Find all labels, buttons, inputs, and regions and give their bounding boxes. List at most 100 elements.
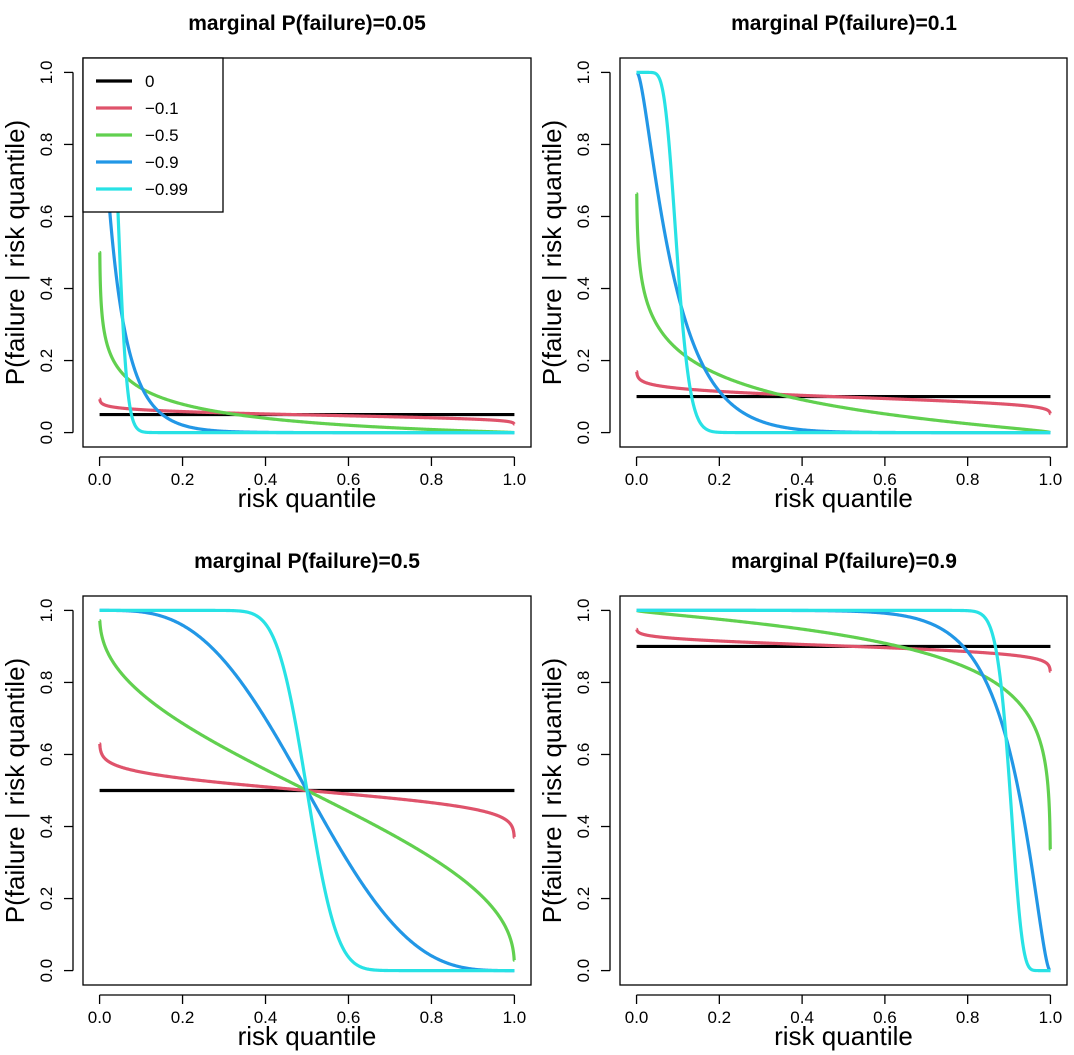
y-tick-label: 0.4: [37, 815, 56, 839]
x-tick-label: 0.6: [873, 470, 897, 489]
legend-item: −0.99: [96, 180, 188, 199]
x-tick-label: 0.0: [625, 1008, 649, 1027]
y-axis-label: P(failure | risk quantile): [537, 658, 567, 923]
y-tick-label: 0.6: [37, 205, 56, 229]
y-tick-label: 0.0: [574, 421, 593, 445]
x-tick-label: 0.6: [337, 1008, 361, 1027]
x-axis-label: risk quantile: [774, 1021, 913, 1051]
series-group: [634, 70, 1053, 435]
y-axis: 0.0 0.2 0.4 0.6 0.8 1.0 P(failure | risk quant…: [0, 599, 74, 983]
x-tick-label: 1.0: [503, 1008, 527, 1027]
y-tick-label: 0.4: [574, 277, 593, 301]
y-tick-label: 1.0: [37, 61, 56, 85]
x-axis-label: risk quantile: [238, 1021, 377, 1051]
x-tick-label: 0.2: [708, 470, 732, 489]
x-tick-label: 1.0: [1039, 1008, 1063, 1027]
panel-4: marginal P(failure)=0.9 0.0 0.2 0.4 0.6 0.8 1.…: [537, 550, 1068, 1051]
series-line-3: [634, 192, 1053, 435]
legend-item: −0.9: [96, 153, 179, 172]
plot-frame: [82, 595, 532, 986]
x-tick-label: 0.4: [790, 1008, 814, 1027]
y-tick-label: 0.8: [574, 133, 593, 157]
x-axis-label: risk quantile: [774, 483, 913, 513]
x-tick-label: 0.8: [956, 470, 980, 489]
series-line-5: [634, 70, 1053, 435]
series-line-4: [634, 608, 1053, 973]
series-line-2: [634, 627, 1053, 673]
legend-label: −0.99: [145, 180, 188, 199]
panel-title: marginal P(failure)=0.1: [731, 12, 957, 35]
legend: 0 −0.1 −0.5 −0.9 −0.99: [82, 57, 224, 213]
y-tick-label: 0.2: [574, 887, 593, 911]
series-line-5: [98, 70, 516, 435]
panel-2: marginal P(failure)=0.1 0.0 0.2 0.4 0.6 0.8 1.…: [537, 12, 1068, 513]
y-tick-label: 0.2: [37, 887, 56, 911]
y-tick-label: 0.6: [574, 743, 593, 767]
x-tick-label: 0.2: [171, 470, 195, 489]
series-line-5: [98, 608, 516, 973]
y-axis: 0.0 0.2 0.4 0.6 0.8 1.0 P(failure | risk quant…: [537, 599, 611, 983]
x-axis-label: risk quantile: [238, 483, 377, 513]
x-tick-label: 1.0: [1039, 470, 1063, 489]
x-axis: 0.0 0.2 0.4 0.6 0.8 1.0 risk quantile: [625, 994, 1063, 1051]
y-tick-label: 1.0: [574, 61, 593, 85]
x-axis: 0.0 0.2 0.4 0.6 0.8 1.0 risk quantile: [88, 994, 527, 1051]
y-tick-label: 0.0: [574, 959, 593, 983]
y-tick-label: 1.0: [574, 599, 593, 623]
panel-title: marginal P(failure)=0.05: [188, 12, 426, 35]
panel-title: marginal P(failure)=0.5: [194, 550, 420, 573]
y-tick-label: 0.2: [574, 349, 593, 373]
series-line-2: [98, 397, 516, 426]
legend-item: −0.1: [96, 99, 179, 118]
x-tick-label: 0.8: [420, 1008, 444, 1027]
legend-item: −0.5: [96, 126, 179, 145]
legend-item: 0: [96, 72, 154, 91]
plot-frame: [82, 57, 532, 448]
y-tick-label: 0.8: [37, 671, 56, 695]
panel-1: marginal P(failure)=0.05 0.0 0.2 0.4 0.6 0.8 1…: [0, 12, 532, 513]
y-axis: 0.0 0.2 0.4 0.6 0.8 1.0 P(failure | risk quant…: [537, 61, 611, 445]
x-tick-label: 0.4: [790, 470, 814, 489]
y-axis: 0.0 0.2 0.4 0.6 0.8 1.0 P(failure | risk quant…: [0, 61, 74, 445]
y-tick-label: 0.6: [574, 205, 593, 229]
legend-label: −0.1: [145, 99, 179, 118]
x-axis: 0.0 0.2 0.4 0.6 0.8 1.0 risk quantile: [88, 456, 527, 513]
y-axis-label: P(failure | risk quantile): [0, 120, 30, 385]
x-tick-label: 0.0: [88, 1008, 112, 1027]
y-tick-label: 0.2: [37, 349, 56, 373]
x-tick-label: 0.2: [708, 1008, 732, 1027]
series-line-2: [634, 370, 1053, 416]
legend-label: 0: [145, 72, 154, 91]
panel-title: marginal P(failure)=0.9: [731, 550, 957, 573]
y-tick-label: 0.6: [37, 743, 56, 767]
x-tick-label: 0.4: [254, 470, 278, 489]
x-tick-label: 1.0: [503, 470, 527, 489]
x-tick-label: 0.2: [171, 1008, 195, 1027]
x-tick-label: 0.4: [254, 1008, 278, 1027]
legend-label: −0.9: [145, 153, 179, 172]
y-tick-label: 0.4: [574, 815, 593, 839]
y-tick-label: 0.8: [574, 671, 593, 695]
y-tick-label: 0.8: [37, 133, 56, 157]
series-line-5: [634, 608, 1053, 973]
legend-label: −0.5: [145, 126, 179, 145]
series-group: [634, 608, 1053, 973]
x-tick-label: 0.6: [873, 1008, 897, 1027]
x-tick-label: 0.0: [625, 470, 649, 489]
x-tick-label: 0.8: [956, 1008, 980, 1027]
y-tick-label: 0.4: [37, 277, 56, 301]
series-line-3: [98, 250, 516, 435]
y-axis-label: P(failure | risk quantile): [0, 658, 30, 923]
panel-3: marginal P(failure)=0.5 0.0 0.2 0.4 0.6 0.8 1.…: [0, 550, 532, 1051]
x-tick-label: 0.8: [420, 470, 444, 489]
y-axis-label: P(failure | risk quantile): [537, 120, 567, 385]
series-line-4: [634, 70, 1053, 435]
y-tick-label: 1.0: [37, 599, 56, 623]
y-tick-label: 0.0: [37, 959, 56, 983]
x-axis: 0.0 0.2 0.4 0.6 0.8 1.0 risk quantile: [625, 456, 1063, 513]
series-group: [98, 608, 516, 973]
series-line-3: [634, 608, 1053, 851]
series-group: [98, 70, 516, 435]
y-tick-label: 0.0: [37, 421, 56, 445]
